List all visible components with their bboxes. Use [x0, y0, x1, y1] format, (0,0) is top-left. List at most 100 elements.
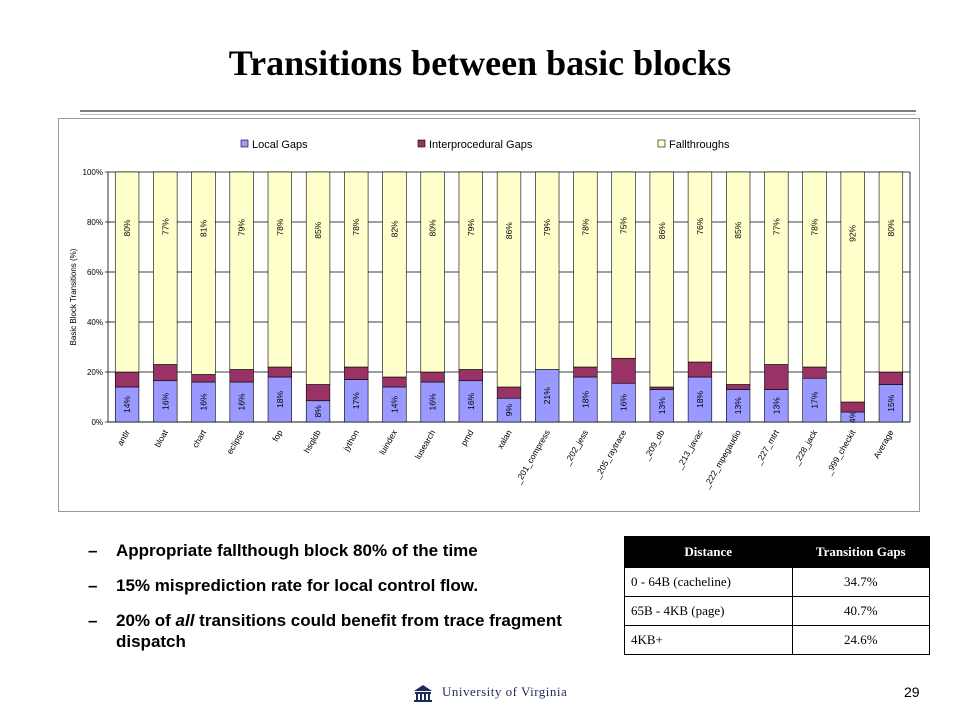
bar-segment — [114, 171, 140, 373]
bar-segment — [496, 386, 522, 399]
data-label: 78% — [580, 218, 590, 235]
y-tick-label: 80% — [87, 218, 103, 227]
bar-segment — [153, 364, 178, 382]
bar-segment — [382, 376, 407, 388]
table-row: 0 - 64B (cacheline) 34.7% — [624, 567, 931, 597]
data-label: 14% — [122, 396, 132, 413]
data-label: 18% — [275, 391, 285, 408]
data-label: 79% — [466, 219, 476, 236]
bar-segment — [649, 171, 674, 388]
bullet-item: – 15% misprediction rate for local contr… — [88, 575, 608, 596]
data-label: 17% — [810, 391, 820, 408]
data-label: 78% — [275, 218, 285, 235]
table-header-row: Distance Transition Gaps — [624, 536, 931, 568]
bar-segment — [840, 401, 865, 413]
university-name: University of Virginia — [442, 684, 568, 699]
bar-segment — [573, 366, 598, 378]
bar-segment — [229, 171, 254, 370]
bar-segment — [305, 384, 331, 402]
bar-segment — [229, 369, 254, 383]
data-label: 13% — [733, 397, 743, 414]
legend-label: Interprocedural Gaps — [429, 139, 533, 151]
bullet-item: – Appropriate fallthough block 80% of th… — [88, 540, 608, 561]
bar-segment — [535, 171, 560, 370]
y-tick-label: 60% — [87, 268, 103, 277]
bar-segment — [191, 374, 216, 383]
table-row: 4KB+ 24.6% — [624, 625, 931, 655]
bullet-dash: – — [88, 611, 98, 630]
bullet-text: 20% of all transitions could benefit fro… — [116, 610, 608, 652]
bullet-item: – 20% of all transitions could benefit f… — [88, 610, 608, 652]
bar-segment — [305, 171, 331, 385]
bullet-emphasis: all — [175, 611, 195, 630]
data-label: 77% — [160, 218, 170, 235]
data-label: 80% — [122, 219, 132, 236]
y-tick-label: 100% — [83, 168, 103, 177]
bar-segment — [458, 171, 483, 370]
data-label: 16% — [237, 393, 247, 410]
rotunda-icon — [414, 685, 432, 702]
bullet-list: – Appropriate fallthough block 80% of th… — [88, 540, 608, 666]
chart-svg: Local Gaps Interprocedural Gaps Fallthroug… — [58, 118, 920, 512]
data-label: 14% — [389, 396, 399, 413]
bar-segment — [191, 171, 216, 375]
bar-segment — [764, 171, 789, 365]
bar-segment — [611, 171, 636, 359]
bar-segment — [496, 171, 522, 388]
bar-segment — [267, 366, 292, 378]
data-label: 17% — [351, 392, 361, 409]
y-tick-label: 0% — [91, 418, 103, 427]
bullet-text: 15% misprediction rate for local control… — [116, 576, 479, 595]
data-label: 92% — [848, 224, 858, 241]
data-label: 16% — [160, 392, 170, 409]
data-label: 75% — [619, 217, 629, 234]
bar-segment — [382, 171, 407, 378]
data-label: 85% — [733, 221, 743, 238]
table-row: 65B - 4KB (page) 40.7% — [624, 596, 931, 626]
title-divider — [80, 110, 916, 115]
bar-segment — [344, 366, 369, 380]
bullet-dash: – — [88, 576, 98, 595]
legend-label: Fallthroughs — [669, 139, 730, 151]
table-cell: 34.7% — [791, 567, 931, 597]
legend-swatch — [240, 139, 249, 148]
data-label: 78% — [810, 218, 820, 235]
bar-segment — [687, 171, 713, 363]
table-cell: 40.7% — [791, 596, 931, 626]
bar-segment — [420, 171, 445, 373]
page-number: 29 — [904, 684, 920, 700]
y-axis-label: Basic Block Transitions (%) — [69, 248, 78, 345]
legend-swatch — [417, 139, 426, 148]
data-label: 80% — [886, 219, 896, 236]
bar-segment — [802, 171, 827, 368]
data-label: 81% — [198, 220, 208, 237]
bullet-text: Appropriate fallthough block 80% of the … — [116, 541, 478, 560]
table-cell: 24.6% — [791, 625, 931, 655]
data-label: 76% — [695, 217, 705, 234]
legend-label: Local Gaps — [252, 139, 308, 151]
bar-segment — [726, 384, 751, 390]
table-cell: 65B - 4KB (page) — [624, 596, 793, 626]
stacked-bar-chart: Local Gaps Interprocedural Gaps Fallthroug… — [58, 118, 920, 513]
y-tick-label: 20% — [87, 368, 103, 377]
table-header-transition-gaps: Transition Gaps — [791, 536, 931, 568]
data-label: 18% — [695, 391, 705, 408]
data-label: 15% — [886, 394, 896, 411]
bar-segment — [687, 361, 713, 378]
table-header-distance: Distance — [624, 536, 793, 568]
data-label: 78% — [351, 218, 361, 235]
legend-swatch — [657, 139, 666, 148]
data-label: 86% — [504, 222, 514, 239]
data-label: 16% — [428, 393, 438, 410]
slide-title: Transitions between basic blocks — [228, 43, 732, 83]
bar-segment — [573, 171, 598, 368]
bullet-text-part: 20% of — [116, 611, 176, 630]
bar-segment — [764, 364, 789, 390]
data-label: 82% — [389, 220, 399, 237]
data-label: 16% — [198, 393, 208, 410]
data-label: 18% — [580, 391, 590, 408]
bar-segment — [840, 171, 865, 403]
bar-segment — [878, 371, 904, 385]
data-label: 77% — [771, 218, 781, 235]
bar-segment — [267, 171, 292, 368]
